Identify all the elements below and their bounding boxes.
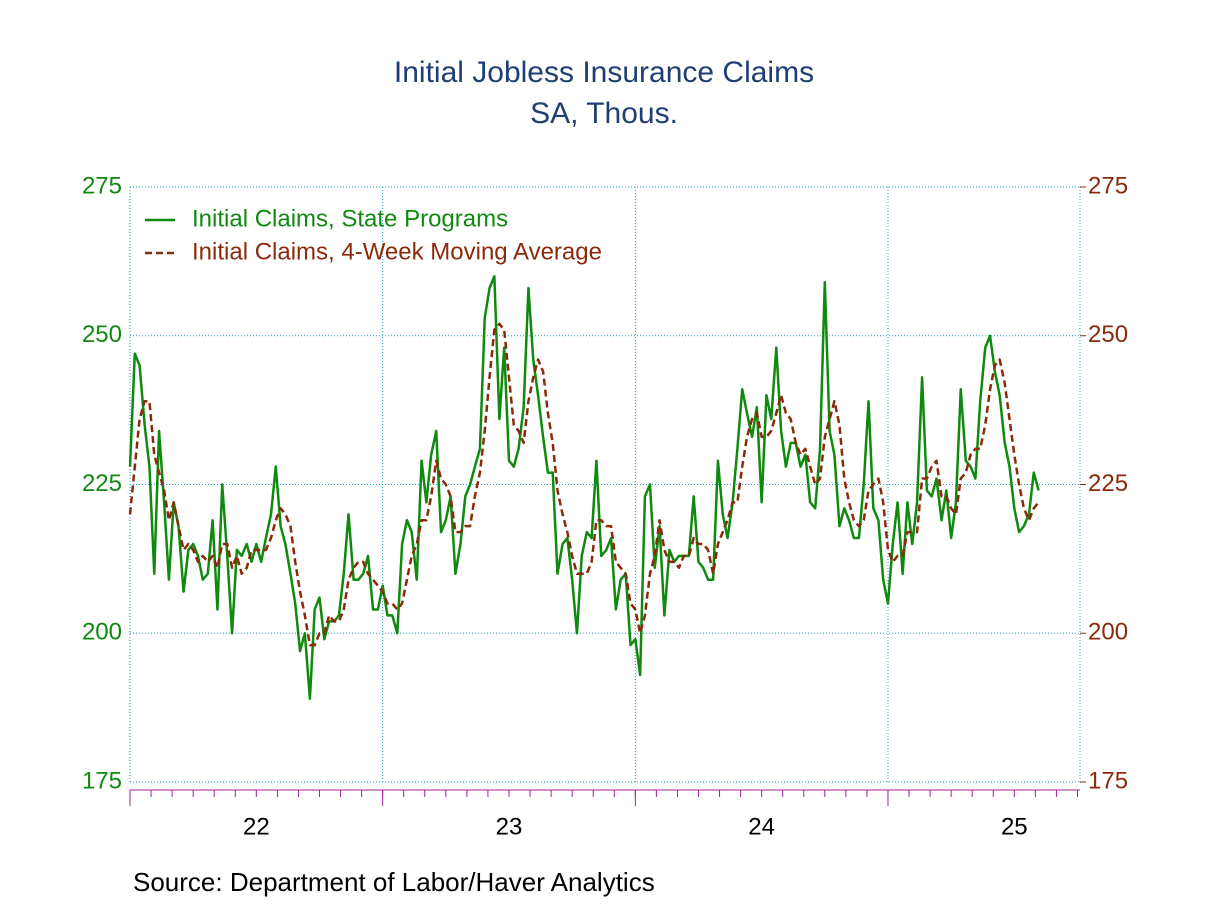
source: Source: Department of Labor/Haver Analyt… (133, 867, 655, 897)
x-tick-label: 22 (243, 813, 270, 840)
y-tick-label: 275 (82, 172, 122, 199)
y-tick-label: 225 (82, 470, 122, 497)
series-line (128, 275, 1040, 700)
y2-tick-label: 200 (1088, 619, 1128, 646)
y2-tick-label: 275 (1088, 172, 1128, 199)
y2-tick-label: 250 (1088, 321, 1128, 348)
x-tick-label: 24 (748, 813, 775, 840)
x-tick-label: 23 (496, 813, 523, 840)
y-tick-label: 175 (82, 767, 122, 794)
chart-subtitle: SA, Thous. (530, 97, 678, 130)
legend-label: Initial Claims, 4-Week Moving Average (192, 238, 602, 265)
y2-tick-label: 175 (1088, 767, 1128, 794)
legend-label: Initial Claims, State Programs (192, 205, 508, 232)
chart-title: Initial Jobless Insurance Claims (394, 56, 814, 89)
y2-tick-label: 225 (1088, 470, 1128, 497)
y-tick-label: 250 (82, 321, 122, 348)
x-tick-label: 25 (1001, 813, 1028, 840)
series-line (128, 322, 1040, 647)
y-tick-label: 200 (82, 619, 122, 646)
